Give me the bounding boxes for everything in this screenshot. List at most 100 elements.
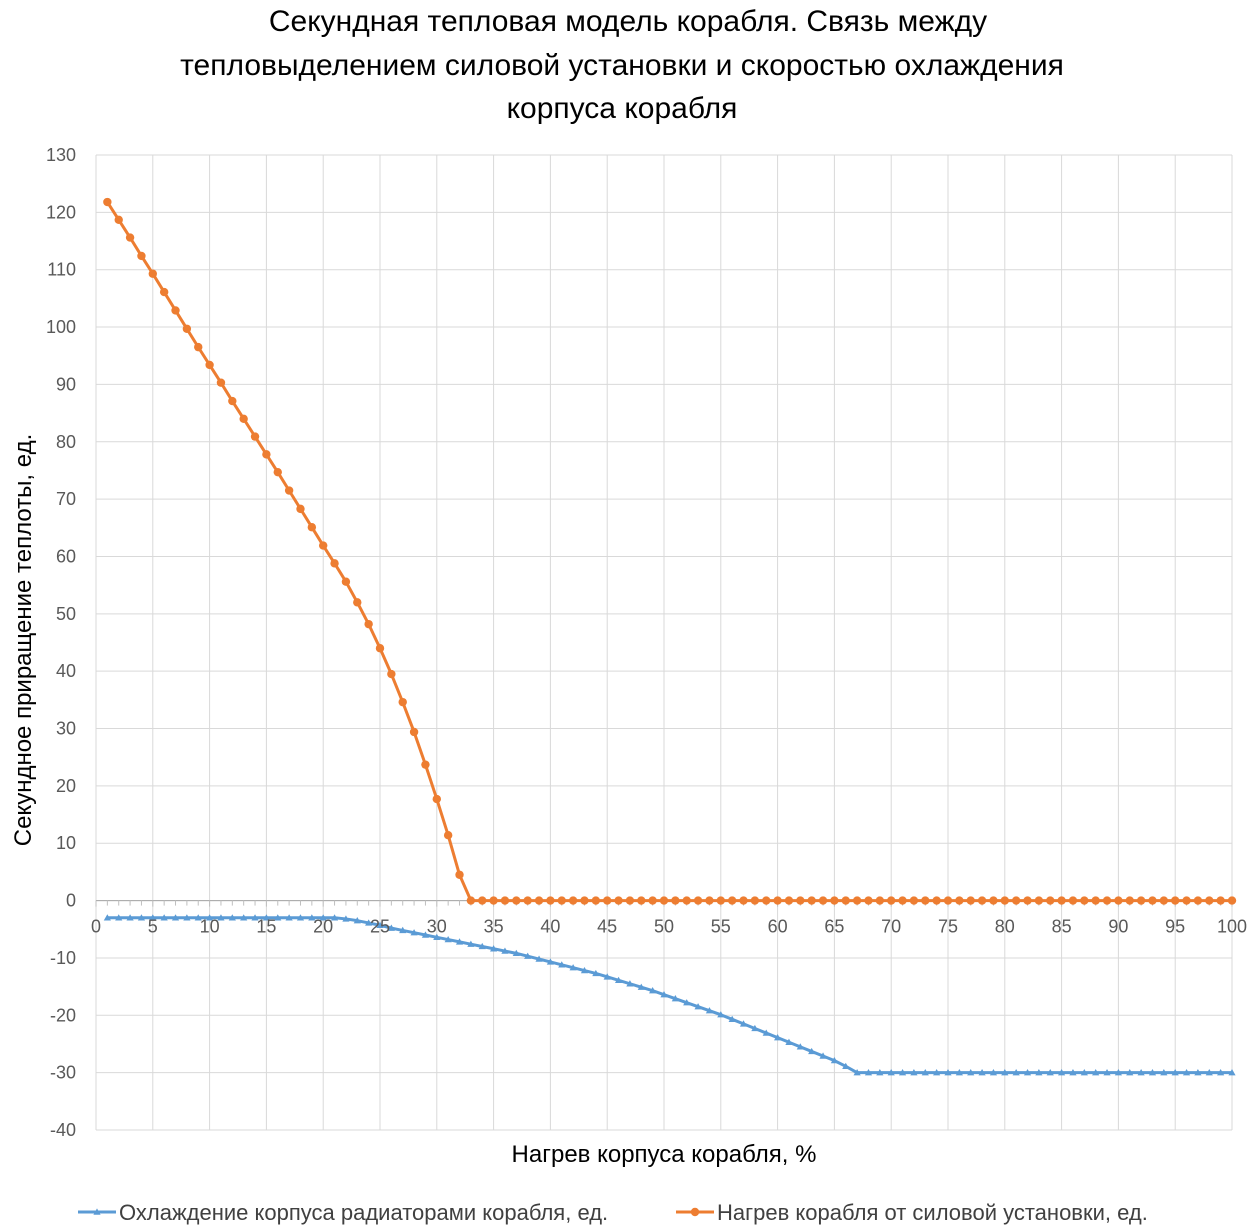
- data-point: [421, 760, 430, 769]
- data-point: [921, 1069, 929, 1076]
- data-point: [864, 1069, 873, 1076]
- data-point: [989, 896, 998, 905]
- legend-label: Охлаждение корпуса радиаторами корабля, …: [119, 1200, 608, 1225]
- data-point: [1023, 896, 1032, 905]
- data-point: [125, 233, 135, 242]
- chart-title: Секундная тепловая модель корабля. Связь…: [180, 5, 1064, 125]
- data-point: [1058, 1069, 1066, 1076]
- data-point: [1125, 896, 1134, 905]
- data-point: [784, 896, 794, 905]
- x-tick-label: 5: [148, 917, 158, 937]
- data-point: [365, 919, 373, 926]
- data-point: [274, 914, 282, 921]
- data-point: [614, 976, 623, 984]
- data-point: [694, 1003, 702, 1010]
- data-point: [887, 896, 896, 905]
- data-point: [262, 450, 271, 459]
- data-point: [444, 935, 452, 943]
- data-point: [239, 414, 248, 424]
- data-point: [1114, 1069, 1122, 1076]
- data-point: [115, 914, 123, 921]
- data-point: [762, 896, 771, 905]
- data-point: [114, 215, 123, 225]
- x-tick-label: 70: [881, 917, 901, 937]
- data-point: [160, 914, 168, 921]
- y-tick-label: 130: [46, 145, 76, 165]
- data-point: [1217, 1069, 1225, 1076]
- data-point: [1126, 1069, 1134, 1076]
- data-point: [1069, 1069, 1077, 1076]
- data-point: [410, 929, 418, 936]
- legend-swatch-marker: [690, 1207, 700, 1217]
- data-point: [614, 896, 623, 905]
- data-point: [308, 914, 316, 921]
- data-point: [1035, 1069, 1043, 1076]
- data-point: [660, 991, 668, 998]
- data-point: [432, 794, 441, 804]
- data-point: [1148, 896, 1157, 905]
- data-point: [398, 697, 407, 707]
- data-point: [842, 1062, 850, 1070]
- data-point: [443, 831, 453, 840]
- data-point: [433, 933, 441, 940]
- data-point: [171, 306, 180, 315]
- y-tick-label: 60: [56, 546, 76, 566]
- data-point: [1160, 1069, 1168, 1076]
- data-point: [376, 921, 384, 928]
- data-point: [955, 1069, 963, 1076]
- y-tick-label: 50: [56, 604, 76, 624]
- data-point: [808, 1047, 816, 1055]
- data-point: [387, 669, 396, 679]
- data-point: [512, 896, 521, 905]
- data-point: [773, 896, 782, 905]
- data-point: [1228, 1069, 1236, 1076]
- data-point: [250, 432, 260, 441]
- data-point: [307, 523, 317, 532]
- data-point: [557, 896, 566, 905]
- data-point: [1091, 896, 1100, 905]
- data-point: [1046, 1069, 1054, 1076]
- x-tick-label: 20: [313, 917, 333, 937]
- data-point: [353, 598, 362, 607]
- data-point: [603, 973, 611, 980]
- data-point: [705, 896, 714, 905]
- legend-item-0: Охлаждение корпуса радиаторами корабля, …: [78, 1200, 608, 1225]
- data-point: [512, 949, 520, 957]
- x-tick-labels: 0 5 10 15 20 25 30 35 40 45 50 55 60 65 70 75 80 85 90 95 10…: [91, 917, 1247, 937]
- data-point: [273, 467, 282, 477]
- data-point: [1068, 896, 1078, 905]
- data-point: [1102, 896, 1112, 905]
- y-axis-title: Секундное приращение теплоты, ед.: [10, 434, 37, 847]
- data-point: [1171, 1069, 1179, 1076]
- data-point: [580, 896, 589, 905]
- data-point: [943, 896, 953, 905]
- data-point: [1182, 1069, 1191, 1076]
- data-point: [319, 914, 327, 921]
- data-point: [478, 896, 487, 905]
- x-tick-label: 55: [711, 917, 731, 937]
- data-point: [875, 896, 885, 905]
- data-point: [625, 896, 635, 905]
- data-point: [284, 486, 294, 495]
- data-point: [1001, 1069, 1009, 1076]
- data-point: [830, 896, 839, 905]
- data-point: [568, 896, 578, 905]
- data-point: [296, 914, 305, 921]
- data-point: [489, 896, 498, 905]
- x-tick-label: 45: [597, 917, 617, 937]
- x-tick-label: 65: [824, 917, 844, 937]
- data-point: [853, 1069, 861, 1076]
- y-tick-label: -20: [50, 1005, 76, 1025]
- data-point: [1103, 1069, 1111, 1076]
- data-point: [171, 914, 180, 921]
- data-point: [1193, 896, 1203, 905]
- x-tick-label: 75: [938, 917, 958, 937]
- data-point: [205, 360, 214, 370]
- data-point: [796, 896, 805, 905]
- data-point: [1057, 896, 1066, 905]
- data-point: [649, 987, 657, 994]
- y-tick-label: -30: [50, 1063, 76, 1083]
- data-point: [1148, 1069, 1157, 1076]
- data-point: [182, 324, 192, 333]
